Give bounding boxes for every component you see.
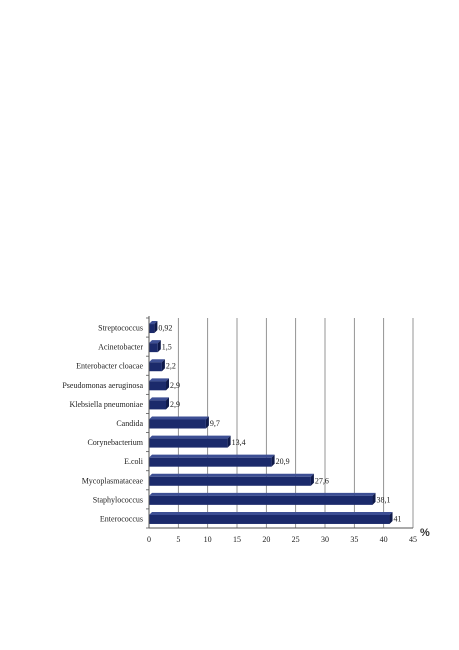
bar-front-face xyxy=(149,495,373,505)
data-label: 2,2 xyxy=(166,362,176,371)
category-label: Klebsiella pneumoniae xyxy=(69,400,143,409)
bar-top-face xyxy=(149,359,165,363)
bar-top-face xyxy=(149,492,376,496)
x-tick-label: 5 xyxy=(176,535,180,544)
bar-front-face xyxy=(149,343,158,353)
data-label: 2,9 xyxy=(170,400,180,409)
bar-front-face xyxy=(149,381,167,391)
bar-front-face xyxy=(149,324,155,334)
bar-top-face xyxy=(149,473,314,477)
grid-lines xyxy=(146,317,414,529)
bar-front-face xyxy=(149,438,228,448)
category-label: Candida xyxy=(116,419,143,428)
x-tick-label: 10 xyxy=(204,535,212,544)
x-tick-label: 25 xyxy=(292,535,300,544)
category-label: Streptococcus xyxy=(98,324,143,333)
bar-top-face xyxy=(149,321,158,325)
data-label: 1,5 xyxy=(162,343,172,352)
x-tick-label: 30 xyxy=(321,535,329,544)
bar-top-face xyxy=(149,511,393,515)
category-label: Enterobacter cloacae xyxy=(76,362,143,371)
bar xyxy=(149,397,170,410)
category-label: Mycoplasmataceae xyxy=(82,476,144,485)
x-unit-label: % xyxy=(420,527,430,539)
category-label: Pseudomonas aeruginosa xyxy=(62,381,143,390)
x-tick-label: 40 xyxy=(380,535,388,544)
bar xyxy=(149,340,161,353)
bar xyxy=(149,435,231,448)
x-tick-label: 35 xyxy=(350,535,358,544)
bar-top-face xyxy=(149,416,209,420)
x-tick-label: 15 xyxy=(233,535,241,544)
data-label: 2,9 xyxy=(170,381,180,390)
bar-top-face xyxy=(149,378,170,382)
x-tick-label: 45 xyxy=(409,535,417,544)
bar xyxy=(149,492,376,505)
bar-end-face xyxy=(310,473,314,486)
bar-front-face xyxy=(149,476,311,486)
bar-end-face xyxy=(157,340,161,353)
bar-top-face xyxy=(149,397,170,401)
bar-front-face xyxy=(149,362,162,372)
category-label: Enterococcus xyxy=(100,514,143,523)
data-label: 13,4 xyxy=(232,438,246,447)
category-label: Acinetobacter xyxy=(98,343,143,352)
bar-end-face xyxy=(166,378,170,391)
bar-front-face xyxy=(149,457,272,467)
data-label: 41 xyxy=(394,514,402,523)
bars xyxy=(149,321,393,524)
bar xyxy=(149,416,209,429)
bar-front-face xyxy=(149,514,390,524)
bar xyxy=(149,511,393,524)
category-label: Staphylococcus xyxy=(93,495,143,504)
bar xyxy=(149,473,314,486)
bar-end-face xyxy=(161,359,165,372)
x-tick-label: 0 xyxy=(147,535,151,544)
category-label: Corynebacterium xyxy=(87,438,143,447)
bar-front-face xyxy=(149,400,167,410)
bar-top-face xyxy=(149,435,231,439)
data-label: 20,9 xyxy=(276,457,290,466)
data-label: 9,7 xyxy=(210,419,220,428)
data-labels: 0,92 1,5 2,2 2,9 2,9 9,7 13,4 20,9 27,6 38,1 41 xyxy=(158,324,401,524)
bar xyxy=(149,454,275,467)
bar-end-face xyxy=(154,321,158,334)
data-label: 0,92 xyxy=(158,324,172,333)
bar-top-face xyxy=(149,340,161,344)
bar-top-face xyxy=(149,454,275,458)
bar-end-face xyxy=(372,492,376,505)
category-label: E.coli xyxy=(124,457,144,466)
x-tick-label: 20 xyxy=(262,535,270,544)
bar-end-face xyxy=(389,511,393,524)
data-label: 38,1 xyxy=(377,495,391,504)
x-tick-labels: 0 5 10 15 20 25 30 35 40 45 xyxy=(147,535,417,544)
bar-end-face xyxy=(205,416,209,429)
bar xyxy=(149,359,165,372)
category-labels: Streptococcus Acinetobacter Enterobacter c… xyxy=(62,324,143,524)
bar-front-face xyxy=(149,419,206,429)
bar-end-face xyxy=(271,454,275,467)
bar xyxy=(149,321,158,334)
bar-end-face xyxy=(166,397,170,410)
data-label: 27,6 xyxy=(315,476,329,485)
bar xyxy=(149,378,170,391)
bar-end-face xyxy=(227,435,231,448)
